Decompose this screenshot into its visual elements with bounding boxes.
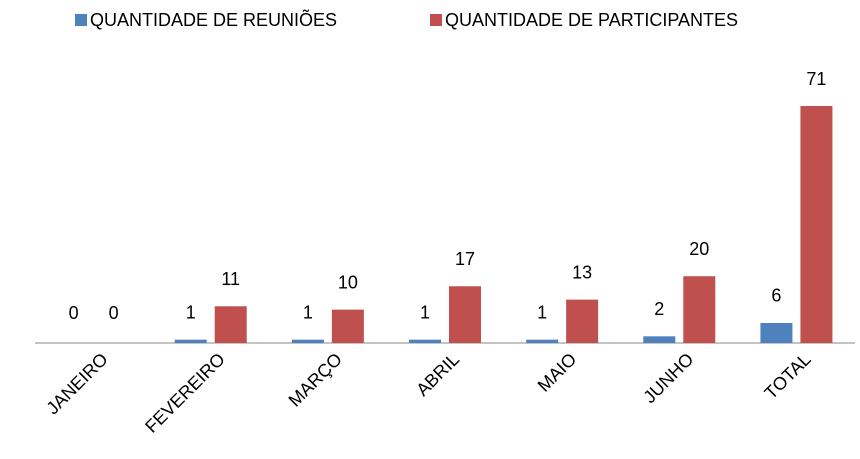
value-label: 17 — [455, 249, 475, 269]
value-label: 1 — [186, 302, 196, 322]
bar — [409, 339, 441, 343]
bar — [214, 306, 247, 343]
legend-label: QUANTIDADE DE PARTICIPANTES — [445, 10, 738, 30]
value-label: 11 — [221, 269, 240, 289]
legend-swatch — [75, 14, 87, 26]
bar — [291, 339, 324, 343]
value-label: 71 — [806, 69, 826, 89]
x-tick-label: MAIO — [534, 349, 581, 396]
x-tick-label: MARÇO — [285, 349, 347, 411]
x-tick-label: JUNHO — [639, 349, 697, 407]
x-tick-label: ABRIL — [412, 349, 463, 400]
bar — [643, 336, 676, 343]
value-label: 2 — [654, 299, 664, 319]
value-label: 1 — [537, 302, 547, 322]
legend-swatch — [430, 14, 442, 26]
value-label: 20 — [689, 239, 709, 259]
legend-label: QUANTIDADE DE REUNIÕES — [90, 9, 337, 30]
x-tick-label: TOTAL — [761, 349, 815, 403]
value-label: 1 — [420, 302, 430, 322]
value-label: 0 — [109, 303, 119, 323]
bar — [683, 276, 716, 343]
value-label: 6 — [771, 286, 781, 306]
bar — [760, 322, 793, 343]
value-label: 13 — [572, 262, 592, 282]
bar — [331, 309, 364, 343]
x-tick-label: FEVEREIRO — [141, 349, 229, 437]
bar — [449, 286, 481, 343]
bar — [526, 339, 559, 343]
value-label: 1 — [303, 302, 313, 322]
bar — [566, 299, 599, 343]
value-label: 10 — [338, 272, 358, 292]
value-label: 0 — [69, 303, 79, 323]
bar — [800, 106, 833, 343]
bar — [174, 339, 207, 343]
x-tick-label: JANEIRO — [42, 349, 111, 418]
